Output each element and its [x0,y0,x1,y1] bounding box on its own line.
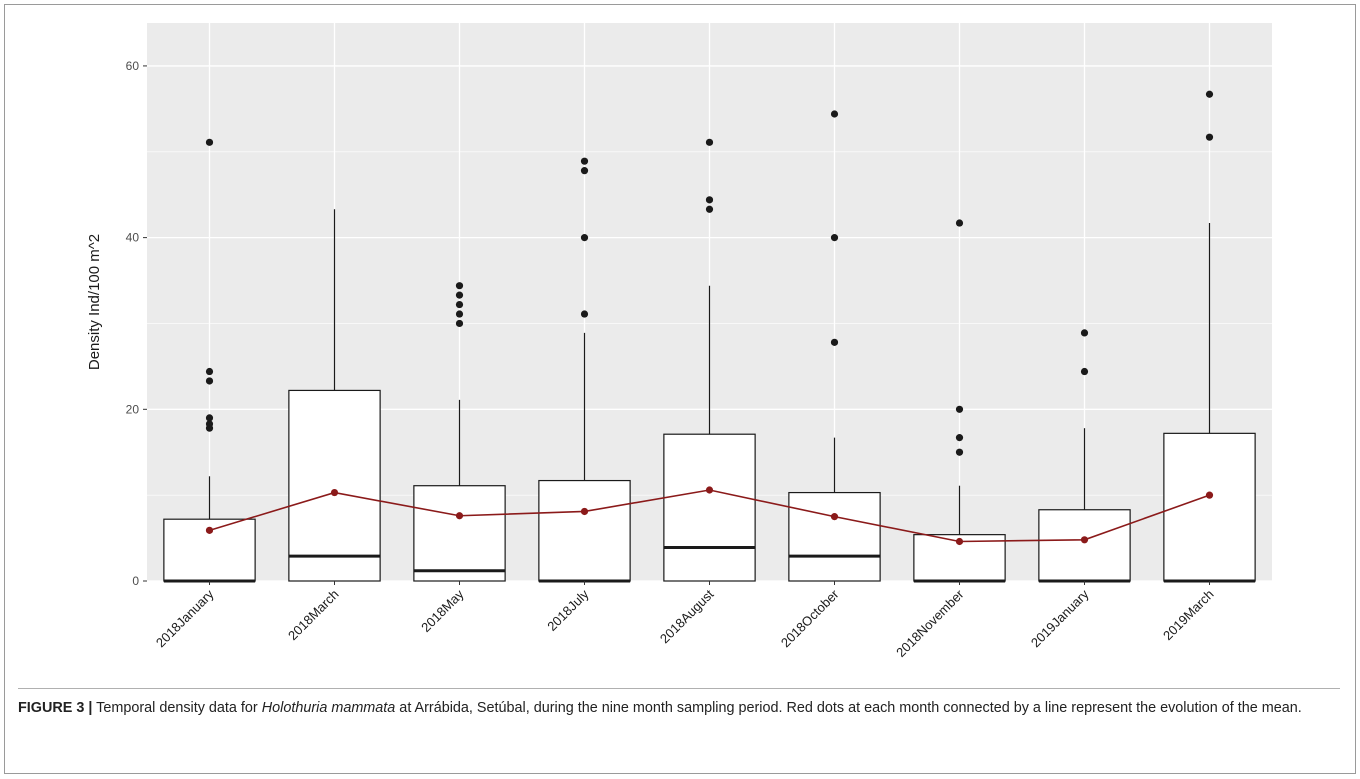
outlier-point [205,377,214,385]
outlier-point [1080,367,1089,376]
outlier-point [580,310,589,318]
outlier-point [580,234,589,242]
caption-divider [18,688,1340,689]
box [288,389,381,582]
x-tick-label: 2018July [544,586,592,634]
x-tick-label: 2018August [657,586,717,646]
outlier-point [830,110,839,118]
x-tick-label: 2019March [1160,587,1217,644]
mean-point [705,486,714,494]
outlier-point [205,414,214,422]
outlier-point [705,205,714,213]
mean-point [955,537,964,546]
box [788,491,881,582]
outlier-point [1205,133,1214,141]
x-tick-label: 2018March [285,587,342,644]
x-tick-label: 2019January [1028,586,1092,650]
mean-point [205,526,214,534]
outlier-point [705,138,714,146]
outlier-point [455,282,464,290]
outlier-point [455,300,464,309]
y-tick-label: 0 [132,574,139,588]
outlier-point [455,291,464,299]
outlier-point [830,234,839,242]
figure-label: FIGURE 3 | [18,700,93,716]
outlier-point [1205,90,1214,98]
y-tick-label: 40 [126,231,140,245]
outlier-point [205,420,214,428]
outlier-point [580,167,589,175]
y-tick-label: 20 [126,402,140,416]
mean-point [455,512,464,520]
mean-point [1205,491,1214,499]
mean-point [1080,536,1089,544]
outlier-point [955,219,964,227]
outlier-point [205,367,214,376]
box [538,479,631,582]
outlier-point [455,319,464,328]
box [413,485,506,582]
box [1163,432,1256,582]
outlier-point [1080,329,1089,337]
box [663,433,756,582]
x-tick-label: 2018November [893,586,967,660]
density-boxplot: 0 20 40 60 Density Ind/100 m^2 2018January 201… [86,23,1272,660]
y-tick-label: 60 [126,59,140,73]
caption-species: Holothuria mammata [261,700,396,716]
x-tick-label: 2018October [778,586,842,650]
outlier-point [955,405,964,413]
x-tick-label: 2018May [418,586,467,635]
outlier-point [205,138,214,146]
x-tick-label: 2018January [153,586,217,650]
box [1038,509,1131,582]
outlier-point [955,448,964,456]
mean-point [580,507,589,516]
mean-point [330,488,339,497]
mean-point [830,513,839,521]
outlier-point [705,196,714,204]
figure-caption: FIGURE 3 | Temporal density data for Hol… [18,697,1340,719]
outlier-point [955,434,964,442]
outlier-point [830,338,839,346]
y-axis-title: Density Ind/100 m^2 [86,234,103,370]
outlier-point [580,157,589,165]
caption-text-before: Temporal density data for [92,700,262,716]
outlier-point [455,310,464,318]
caption-text-after: at Arrábida, Setúbal, during the nine mo… [395,700,1302,716]
